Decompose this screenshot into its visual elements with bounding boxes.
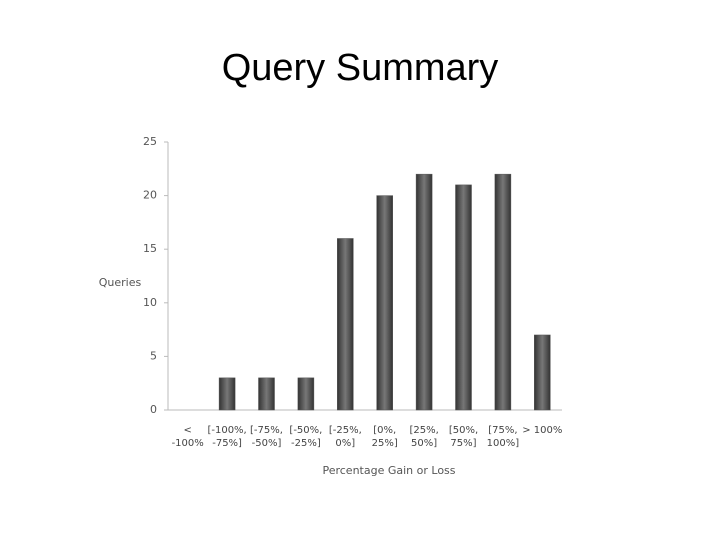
chart-title: Query Summary [222, 47, 499, 89]
x-tick-label: [-100%, -75%] [207, 425, 247, 449]
bar [376, 195, 393, 411]
x-tick-label: [25%, 50%] [409, 425, 439, 449]
bar [415, 173, 433, 411]
x-tick-label: [50%, 75%] [448, 425, 479, 449]
y-tick-label: 25 [143, 135, 157, 148]
x-axis-label: Percentage Gain or Loss [322, 464, 455, 477]
x-tick-label: [-25%, 0%] [328, 425, 362, 449]
y-tick-label: 20 [143, 189, 157, 202]
bar [297, 377, 315, 411]
bar [494, 173, 512, 411]
x-tick-label: [0%, 25%] [371, 425, 398, 449]
y-tick-label: 0 [150, 403, 157, 416]
bar [534, 334, 551, 411]
x-tick-label: [-75%, -50%] [250, 425, 283, 449]
y-tick-label: 15 [143, 242, 157, 255]
x-tick-label: [-50%, -25%] [289, 425, 323, 449]
y-tick-label: 10 [143, 296, 157, 309]
bar [218, 377, 236, 411]
x-tick-label: > 100% [522, 425, 563, 436]
bar [455, 184, 472, 411]
x-tick-label: [75%, 100%] [486, 425, 520, 449]
x-tick-label: < -100% [171, 425, 204, 449]
bar [337, 238, 354, 411]
bar [258, 377, 275, 411]
y-tick-label: 5 [150, 349, 157, 362]
y-axis-label: Queries [99, 276, 142, 289]
